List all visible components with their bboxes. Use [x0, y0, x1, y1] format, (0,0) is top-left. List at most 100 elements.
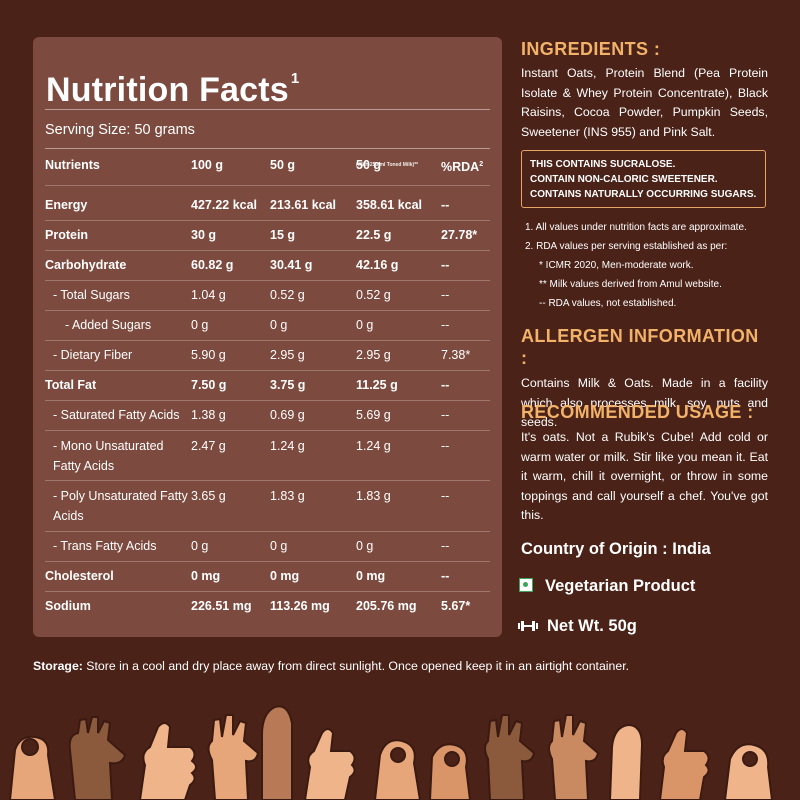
row-name: Carbohydrate [45, 258, 127, 272]
storage-instructions: Storage: Store in a cool and dry place a… [33, 657, 629, 675]
row-50g-milk: 0 mg [356, 569, 386, 583]
row-100g: 0 g [191, 539, 209, 553]
header-50g-milk: 50 g [356, 158, 382, 172]
header-50g: 50 g [270, 158, 296, 172]
ingredients-text: Instant Oats, Protein Blend (Pea Protein… [521, 66, 768, 139]
row-rda: 27.78* [441, 228, 478, 242]
row-100g: 5.90 g [191, 348, 226, 362]
nutrition-facts-panel: Nutrition Facts 1 Serving Size: 50 grams … [33, 37, 502, 637]
nutrition-title-text: Nutrition Facts [46, 71, 289, 109]
row-divider [45, 400, 490, 401]
allergen-heading: ALLERGEN INFORMATION : [521, 326, 759, 368]
row-100g: 2.47 g [191, 439, 226, 453]
row-50g-milk: 1.83 g [356, 489, 391, 503]
row-divider [45, 531, 490, 532]
row-50g: 0.69 g [270, 408, 305, 422]
footnote: * ICMR 2020, Men-moderate work. [539, 260, 694, 271]
usage-text: It's oats. Not a Rubik's Cube! Add cold … [521, 430, 768, 523]
ingredients-section: INGREDIENTS : Instant Oats, Protein Blen… [521, 38, 768, 142]
row-rda: -- [441, 318, 450, 332]
warning-line: CONTAINS NATURALLY OCCURRING SUGARS. [530, 189, 757, 200]
row-50g-milk: 2.95 g [356, 348, 391, 362]
row-rda: -- [441, 539, 450, 553]
header-nutrients: Nutrients [45, 158, 100, 172]
header-100g: 100 g [191, 158, 223, 172]
hand-ok-right [723, 743, 774, 800]
row-100g: 226.51 mg [191, 599, 252, 613]
row-name: Sodium [45, 599, 91, 613]
row-50g-milk: 0 g [356, 318, 374, 332]
row-50g-milk: 358.61 kcal [356, 198, 423, 212]
row-50g: 2.95 g [270, 348, 305, 362]
hand-fist-up [261, 705, 293, 800]
row-name: - Total Sugars [53, 288, 130, 302]
row-50g-milk: 0.52 g [356, 288, 391, 302]
footnote: -- RDA values, not established. [539, 298, 677, 309]
row-50g: 0.52 g [270, 288, 305, 302]
row-100g: 0 g [191, 318, 209, 332]
serving-size: Serving Size: 50 grams [45, 122, 195, 138]
warning-line: THIS CONTAINS SUCRALOSE. [530, 159, 676, 170]
row-50g-milk: 22.5 g [356, 228, 392, 242]
row-100g: 427.22 kcal [191, 198, 258, 212]
row-100g: 7.50 g [191, 378, 227, 392]
storage-text: Store in a cool and dry place away from … [82, 659, 630, 673]
vegetarian-icon [519, 578, 533, 592]
row-50g: 0 g [270, 539, 288, 553]
rda-footnote-marker: 2 [479, 161, 484, 168]
allergen-section: ALLERGEN INFORMATION : Contains Milk & O… [521, 325, 768, 433]
row-rda: -- [441, 489, 450, 503]
row-rda: 7.38* [441, 348, 471, 362]
row-50g: 113.26 mg [270, 599, 330, 613]
net-weight: Net Wt. 50g [547, 617, 637, 635]
hand-open-palm [207, 714, 260, 800]
row-divider [45, 591, 490, 592]
header-milk-note: (With 250 ml Toned Milk)** [356, 162, 419, 168]
footnote: 1. All values under nutrition facts are … [525, 222, 747, 233]
usage-heading: RECOMMENDED USAGE : [521, 402, 754, 422]
row-50g: 15 g [270, 228, 296, 242]
country-of-origin: Country of Origin : India [521, 540, 711, 558]
row-50g-milk: 1.24 g [356, 439, 391, 453]
row-name: Protein [45, 228, 89, 242]
row-divider [45, 430, 490, 431]
warning-line: CONTAIN NON-CALORIC SWEETENER. [530, 174, 718, 185]
hand-ok-middle [428, 743, 472, 800]
header-rda-label: %RDA [441, 160, 480, 174]
row-50g: 0 mg [270, 569, 300, 583]
row-50g: 0 g [270, 318, 288, 332]
row-rda: -- [441, 198, 450, 212]
row-divider [45, 220, 490, 221]
hand-thumbs-up [658, 728, 710, 800]
row-100g: 30 g [191, 228, 217, 242]
row-name: - Mono Unsaturated Fatty Acids [53, 439, 164, 473]
footnote: 2. RDA values per serving established as… [525, 241, 728, 252]
row-divider [45, 310, 490, 311]
hand-fist-up [608, 723, 644, 800]
hands-illustration [8, 705, 774, 800]
divider [45, 148, 490, 149]
hand-open-palm [68, 716, 127, 800]
row-50g: 213.61 kcal [270, 198, 337, 212]
row-100g: 3.65 g [191, 489, 226, 503]
row-50g: 3.75 g [270, 378, 306, 392]
row-50g: 30.41 g [270, 258, 313, 272]
row-divider [45, 480, 490, 481]
row-100g: 1.04 g [191, 288, 226, 302]
row-name: - Added Sugars [65, 318, 152, 332]
hand-open-palm [548, 714, 600, 800]
row-rda: 5.67* [441, 599, 471, 613]
row-divider [45, 370, 490, 371]
row-rda: -- [441, 258, 450, 272]
storage-label: Storage: [33, 659, 83, 673]
row-divider [45, 280, 490, 281]
row-100g: 60.82 g [191, 258, 234, 272]
row-rda: -- [441, 378, 450, 392]
row-50g-milk: 5.69 g [356, 408, 391, 422]
allergen-text: Contains Milk & Oats. Made in a facility… [521, 376, 768, 430]
row-name: Total Fat [45, 378, 97, 392]
dumbbell-icon [518, 621, 538, 631]
row-name: Energy [45, 198, 88, 212]
ingredients-heading: INGREDIENTS : [521, 39, 661, 59]
row-name: - Trans Fatty Acids [53, 539, 157, 553]
